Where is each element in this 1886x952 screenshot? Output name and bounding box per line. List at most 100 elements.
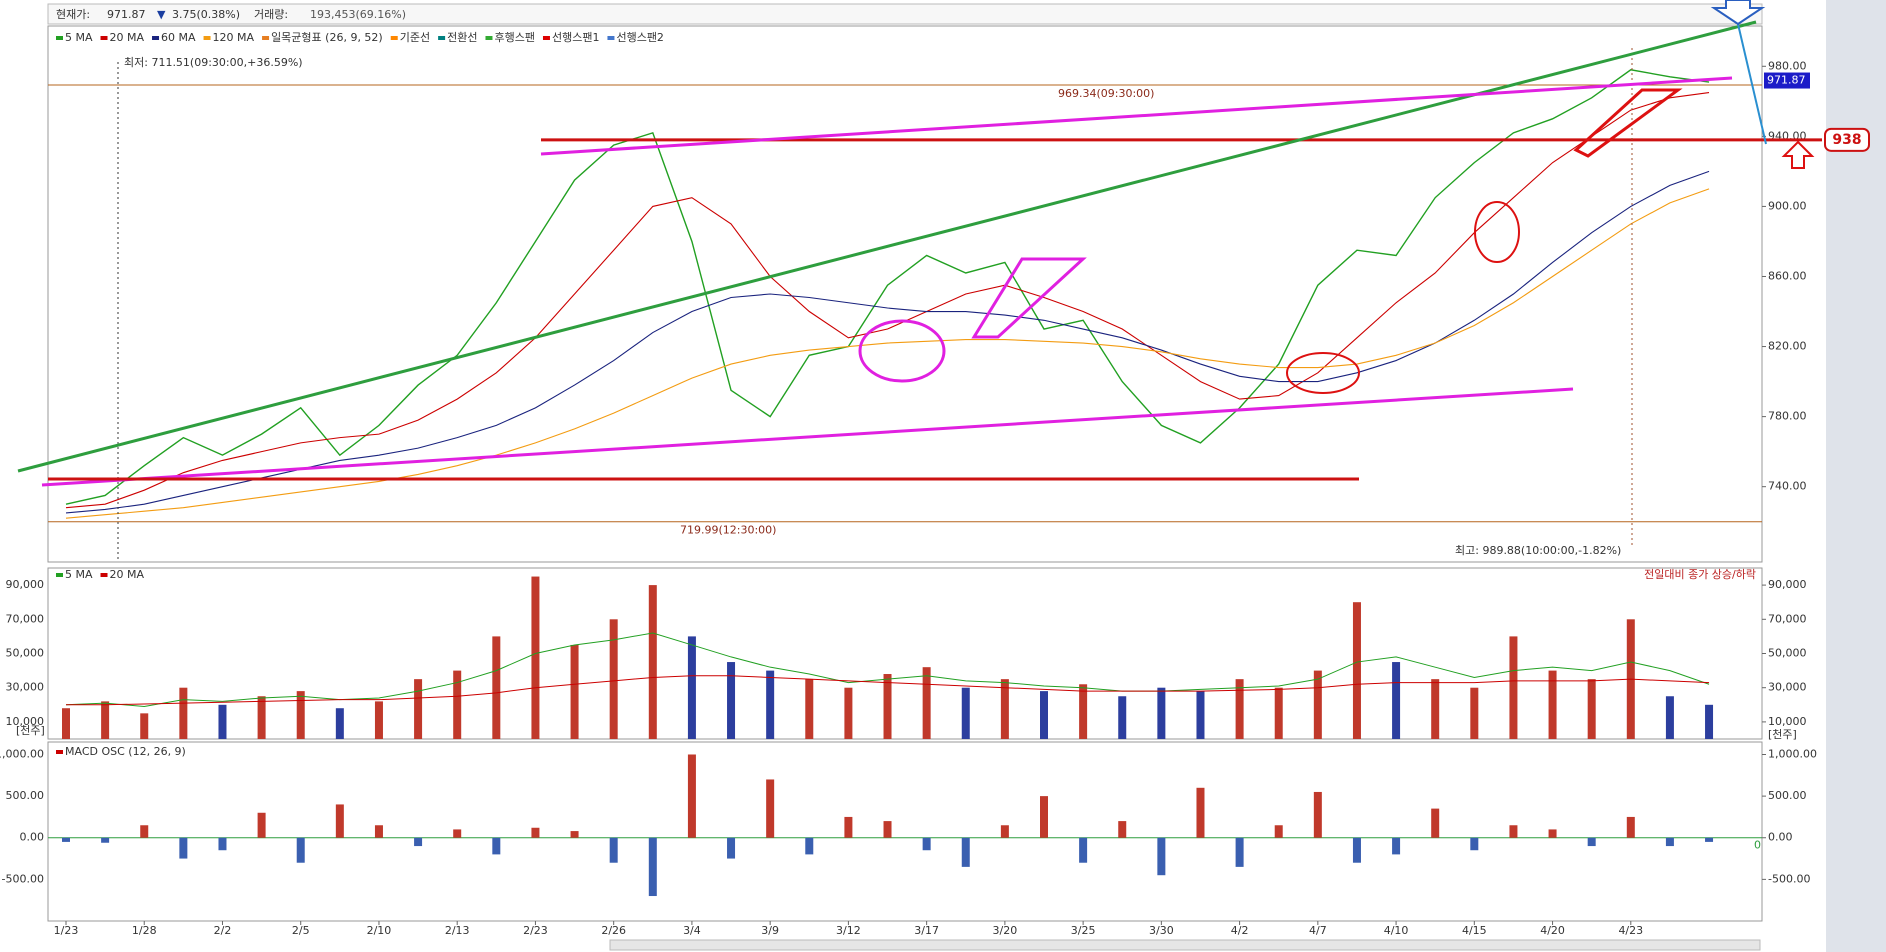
x-tick-label: 3/30	[1149, 924, 1174, 937]
osc-bar	[414, 837, 423, 847]
trend-line	[540, 76, 1733, 156]
trend-line	[17, 20, 1757, 473]
legend-label: 5 MA	[65, 31, 93, 44]
volume-label: 거래량:	[254, 8, 288, 21]
y-tick-label: 50,000	[6, 647, 45, 660]
osc-bar	[1509, 825, 1518, 838]
y-tick-label: 500.00	[6, 789, 45, 802]
x-tick-label: 3/20	[993, 924, 1018, 937]
osc-bar	[453, 829, 462, 838]
legend-label: 선행스팬2	[616, 31, 663, 44]
series-line	[65, 92, 1710, 509]
volume-bar	[374, 701, 383, 739]
volume-bar	[492, 636, 501, 739]
volume-bar	[1274, 687, 1283, 739]
series-line	[66, 675, 1710, 706]
legend-label: MACD OSC (12, 26, 9)	[65, 745, 186, 758]
legend-label: 선행스팬1	[552, 31, 599, 44]
y-tick-label: 50,000	[1768, 647, 1807, 660]
volume-bar	[1587, 679, 1596, 739]
legend-swatch	[262, 36, 270, 40]
legend-label: 20 MA	[110, 31, 145, 44]
legend-label: 기준선	[400, 31, 430, 44]
x-tick-label: 2/13	[445, 924, 470, 937]
osc-bar	[1040, 796, 1048, 838]
osc-bar	[335, 804, 344, 838]
osc-bar	[1313, 791, 1322, 838]
osc-bar	[1548, 829, 1557, 838]
osc-bar	[1352, 837, 1361, 863]
highlight	[1474, 201, 1520, 263]
volume-bar	[961, 687, 970, 739]
osc-bar	[1196, 787, 1205, 838]
x-tick-label: 3/25	[1071, 924, 1096, 937]
scrollbar[interactable]	[609, 939, 1761, 951]
legend-swatch	[390, 36, 398, 40]
legend-swatch	[56, 573, 63, 577]
y-tick-label: 500.00	[1768, 789, 1807, 802]
volume-bar	[1000, 679, 1009, 739]
volume-bar	[1431, 679, 1440, 739]
volume-bar	[570, 644, 579, 739]
legend-swatch	[100, 36, 108, 40]
osc-bar	[1705, 837, 1714, 842]
legend-swatch	[56, 750, 63, 754]
volume-bar	[1235, 679, 1244, 739]
highlight	[971, 257, 1087, 339]
x-tick-label: 4/20	[1540, 924, 1565, 937]
volume-bar	[844, 687, 853, 739]
osc-bar	[140, 825, 149, 838]
highlight	[1286, 352, 1360, 394]
x-tick-label: 2/23	[523, 924, 548, 937]
x-tick-label: 4/15	[1462, 924, 1487, 937]
x-tick-label: 1/23	[54, 924, 79, 937]
osc-bar	[62, 837, 70, 842]
x-tick-label: 2/10	[367, 924, 392, 937]
unit: [천주]	[1768, 727, 1797, 741]
osc-bar	[1626, 816, 1635, 838]
down-arrow	[1710, 0, 1766, 26]
y-tick-label: 740.00	[1768, 480, 1807, 493]
series-line	[65, 188, 1710, 519]
y-tick-label: 30,000	[1768, 681, 1807, 694]
x-tick-label: 1/28	[132, 924, 157, 937]
osc-bar	[844, 816, 853, 838]
osc-bar	[1587, 837, 1596, 847]
volume-bar	[140, 713, 149, 739]
osc-bar	[296, 837, 305, 863]
note: 전일대비 종가 상승/하락	[1644, 567, 1756, 581]
legend-swatch	[485, 36, 493, 40]
highlight	[1573, 88, 1683, 158]
y-tick-label: 820.00	[1768, 340, 1807, 353]
osc-bar	[1665, 837, 1674, 847]
trend-line	[41, 387, 1574, 487]
volume-bar	[1196, 691, 1205, 739]
x-tick-label: 4/10	[1384, 924, 1409, 937]
price-panel	[47, 25, 1763, 563]
osc-bar	[648, 837, 657, 897]
volume-bar	[687, 636, 696, 739]
osc-bar	[961, 837, 970, 867]
legend-swatch	[438, 36, 446, 40]
volume-bar	[179, 687, 188, 739]
y-tick-label: 0.00	[1768, 831, 1793, 844]
x-tick-label: 4/2	[1231, 924, 1249, 937]
volume-bar	[531, 576, 540, 739]
osc-bar	[1118, 821, 1127, 838]
volume-bar	[1118, 696, 1127, 739]
current-price-box	[1764, 72, 1810, 89]
x-tick-label: 3/12	[836, 924, 861, 937]
legend-swatch	[607, 36, 615, 40]
volume-bar	[1665, 696, 1674, 739]
annotation: 최저: 711.51(09:30:00,+36.59%)	[124, 56, 303, 69]
x-tick-label: 2/2	[214, 924, 232, 937]
legend-swatch	[542, 36, 550, 40]
y-tick-label: 10,000	[6, 715, 45, 728]
legend-label: 60 MA	[161, 31, 196, 44]
direction: ▼	[157, 8, 166, 21]
volume-bar	[1509, 636, 1518, 739]
volume-bar	[1392, 662, 1401, 739]
marker-label: 938	[1832, 132, 1861, 148]
osc-bar	[374, 825, 383, 838]
